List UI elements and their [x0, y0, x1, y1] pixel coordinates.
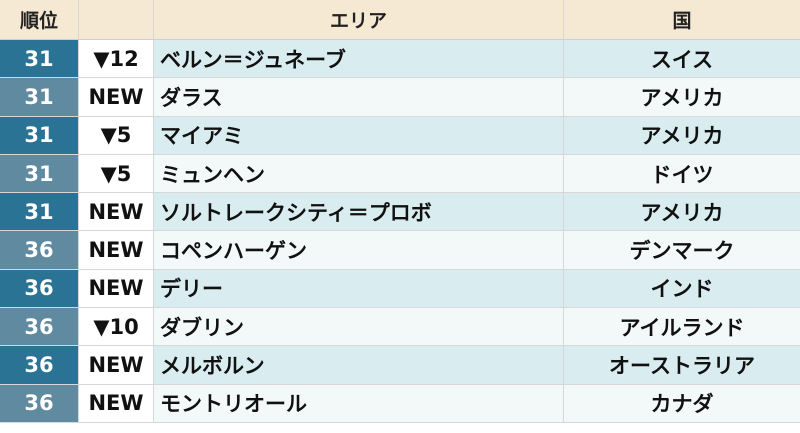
change-cell: NEW: [79, 269, 154, 308]
table-row: 31 ▼5 ミュンヘン ドイツ: [0, 154, 800, 194]
header-area: エリア: [154, 0, 564, 39]
rank-cell: 36: [0, 346, 79, 384]
table-row: 36 NEW モントリオール カナダ: [0, 384, 800, 423]
rank-cell: 31: [0, 78, 79, 116]
change-cell: ▼5: [79, 116, 154, 154]
change-cell: ▼10: [79, 308, 154, 346]
area-cell: メルボルン: [154, 346, 564, 384]
header-change: [79, 0, 154, 39]
country-cell: アメリカ: [564, 78, 800, 116]
area-cell: デリー: [154, 269, 564, 308]
header-rank: 順位: [0, 0, 79, 39]
change-cell: ▼5: [79, 154, 154, 193]
change-cell: NEW: [79, 193, 154, 231]
table-row: 36 ▼10 ダブリン アイルランド: [0, 308, 800, 347]
rank-cell: 31: [0, 116, 79, 154]
country-cell: アメリカ: [564, 116, 800, 154]
area-cell: マイアミ: [154, 116, 564, 154]
table-row: 31 ▼12 ベルン＝ジュネーブ スイス: [0, 40, 800, 79]
rank-cell: 31: [0, 193, 79, 231]
country-cell: アメリカ: [564, 193, 800, 231]
header-country: 国: [672, 10, 692, 32]
rank-cell: 31: [0, 40, 79, 78]
change-cell: ▼12: [79, 40, 154, 78]
area-cell: モントリオール: [154, 384, 564, 422]
area-cell: ベルン＝ジュネーブ: [154, 40, 564, 78]
change-cell: NEW: [79, 384, 154, 422]
table-row: 36 NEW デリー インド: [0, 269, 800, 309]
table-header: 順位 エリア 国: [0, 0, 800, 40]
area-cell: ダブリン: [154, 308, 564, 346]
country-cell: アイルランド: [564, 308, 800, 346]
change-cell: NEW: [79, 346, 154, 384]
table-row: 31 NEW ソルトレークシティ＝プロボ アメリカ: [0, 193, 800, 232]
country-cell: スイス: [564, 40, 800, 78]
rank-cell: 36: [0, 231, 79, 269]
change-cell: NEW: [79, 78, 154, 116]
area-cell: コペンハーゲン: [154, 231, 564, 269]
country-cell: ドイツ: [564, 154, 800, 193]
rank-cell: 31: [0, 154, 79, 193]
area-cell: ミュンヘン: [154, 154, 564, 193]
table-row: 36 NEW メルボルン オーストラリア: [0, 346, 800, 385]
table-row: 36 NEW コペンハーゲン デンマーク: [0, 231, 800, 270]
country-cell: デンマーク: [564, 231, 800, 269]
rank-cell: 36: [0, 384, 79, 422]
rank-cell: 36: [0, 269, 79, 308]
country-cell: カナダ: [564, 384, 800, 422]
country-cell: インド: [564, 269, 800, 308]
table-row: 31 ▼5 マイアミ アメリカ: [0, 116, 800, 155]
rank-cell: 36: [0, 308, 79, 346]
change-cell: NEW: [79, 231, 154, 269]
table-row: 31 NEW ダラス アメリカ: [0, 78, 800, 117]
area-cell: ソルトレークシティ＝プロボ: [154, 193, 564, 231]
area-cell: ダラス: [154, 78, 564, 116]
country-cell: オーストラリア: [564, 346, 800, 384]
